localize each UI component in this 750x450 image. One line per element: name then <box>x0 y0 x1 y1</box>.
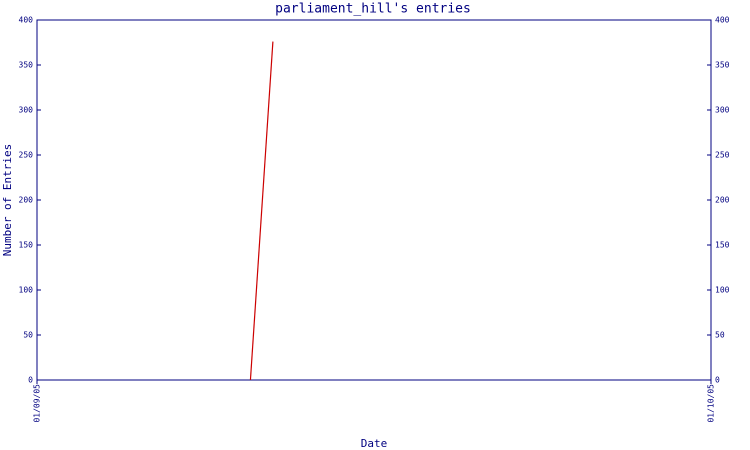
y-tick-label: 100 <box>19 286 34 295</box>
y-tick-label: 400 <box>19 16 34 25</box>
y-tick-label: 50 <box>23 331 33 340</box>
data-line <box>249 41 274 381</box>
x-axis-label: Date <box>361 437 388 450</box>
y-tick-label: 150 <box>19 241 34 250</box>
y2-tick-label: 50 <box>715 331 725 340</box>
y2-tick-label: 150 <box>715 241 730 250</box>
y2-tick-label: 250 <box>715 151 730 160</box>
y-tick-label: 0 <box>28 376 33 385</box>
x-tick-label: 01/10/05 <box>707 384 716 423</box>
y2-tick-label: 100 <box>715 286 730 295</box>
y-axis-label: Number of Entries <box>1 144 14 257</box>
plot-frame <box>36 19 712 381</box>
y2-tick-label: 350 <box>715 61 730 70</box>
y2-tick-label: 200 <box>715 196 730 205</box>
y2-tick-label: 300 <box>715 106 730 115</box>
y2-tick-label: 400 <box>715 16 730 25</box>
y-tick-label: 200 <box>19 196 34 205</box>
y-tick-label: 250 <box>19 151 34 160</box>
y-tick-label: 300 <box>19 106 34 115</box>
x-tick-label: 01/09/05 <box>33 384 42 423</box>
y-tick-label: 350 <box>19 61 34 70</box>
y2-tick-label: 0 <box>715 376 720 385</box>
chart-title: parliament_hill's entries <box>275 2 471 17</box>
